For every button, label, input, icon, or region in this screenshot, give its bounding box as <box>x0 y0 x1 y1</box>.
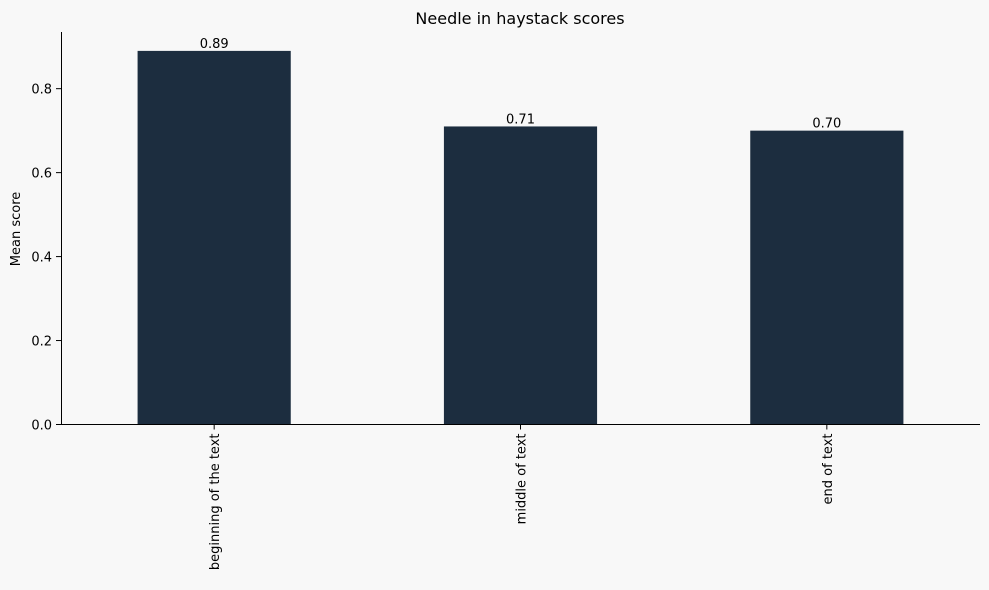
bar <box>137 50 291 425</box>
bar-value-label: 0.70 <box>812 117 841 132</box>
chart-title: Needle in haystack scores <box>415 9 624 28</box>
bar-value-label: 0.89 <box>200 37 229 52</box>
y-tick-label: 0.0 <box>31 419 52 434</box>
y-tick-label: 0.4 <box>31 251 52 266</box>
y-tick-label: 0.2 <box>31 335 52 350</box>
bar <box>750 130 904 425</box>
y-tick-label: 0.6 <box>31 167 52 182</box>
y-tick-label: 0.8 <box>31 83 52 98</box>
x-tick-label: beginning of the text <box>208 434 223 571</box>
y-axis-ticks: 0.0 0.2 0.4 0.6 0.8 <box>31 83 61 434</box>
x-tick-label: middle of text <box>515 434 530 525</box>
x-tick-label: end of text <box>821 434 836 505</box>
bar <box>443 126 598 425</box>
y-axis-label: Mean score <box>9 192 24 266</box>
bars: 0.89 0.71 0.70 <box>137 37 904 425</box>
bar-value-label: 0.71 <box>506 112 535 127</box>
x-axis-ticks: beginning of the text middle of text end o… <box>208 424 836 571</box>
